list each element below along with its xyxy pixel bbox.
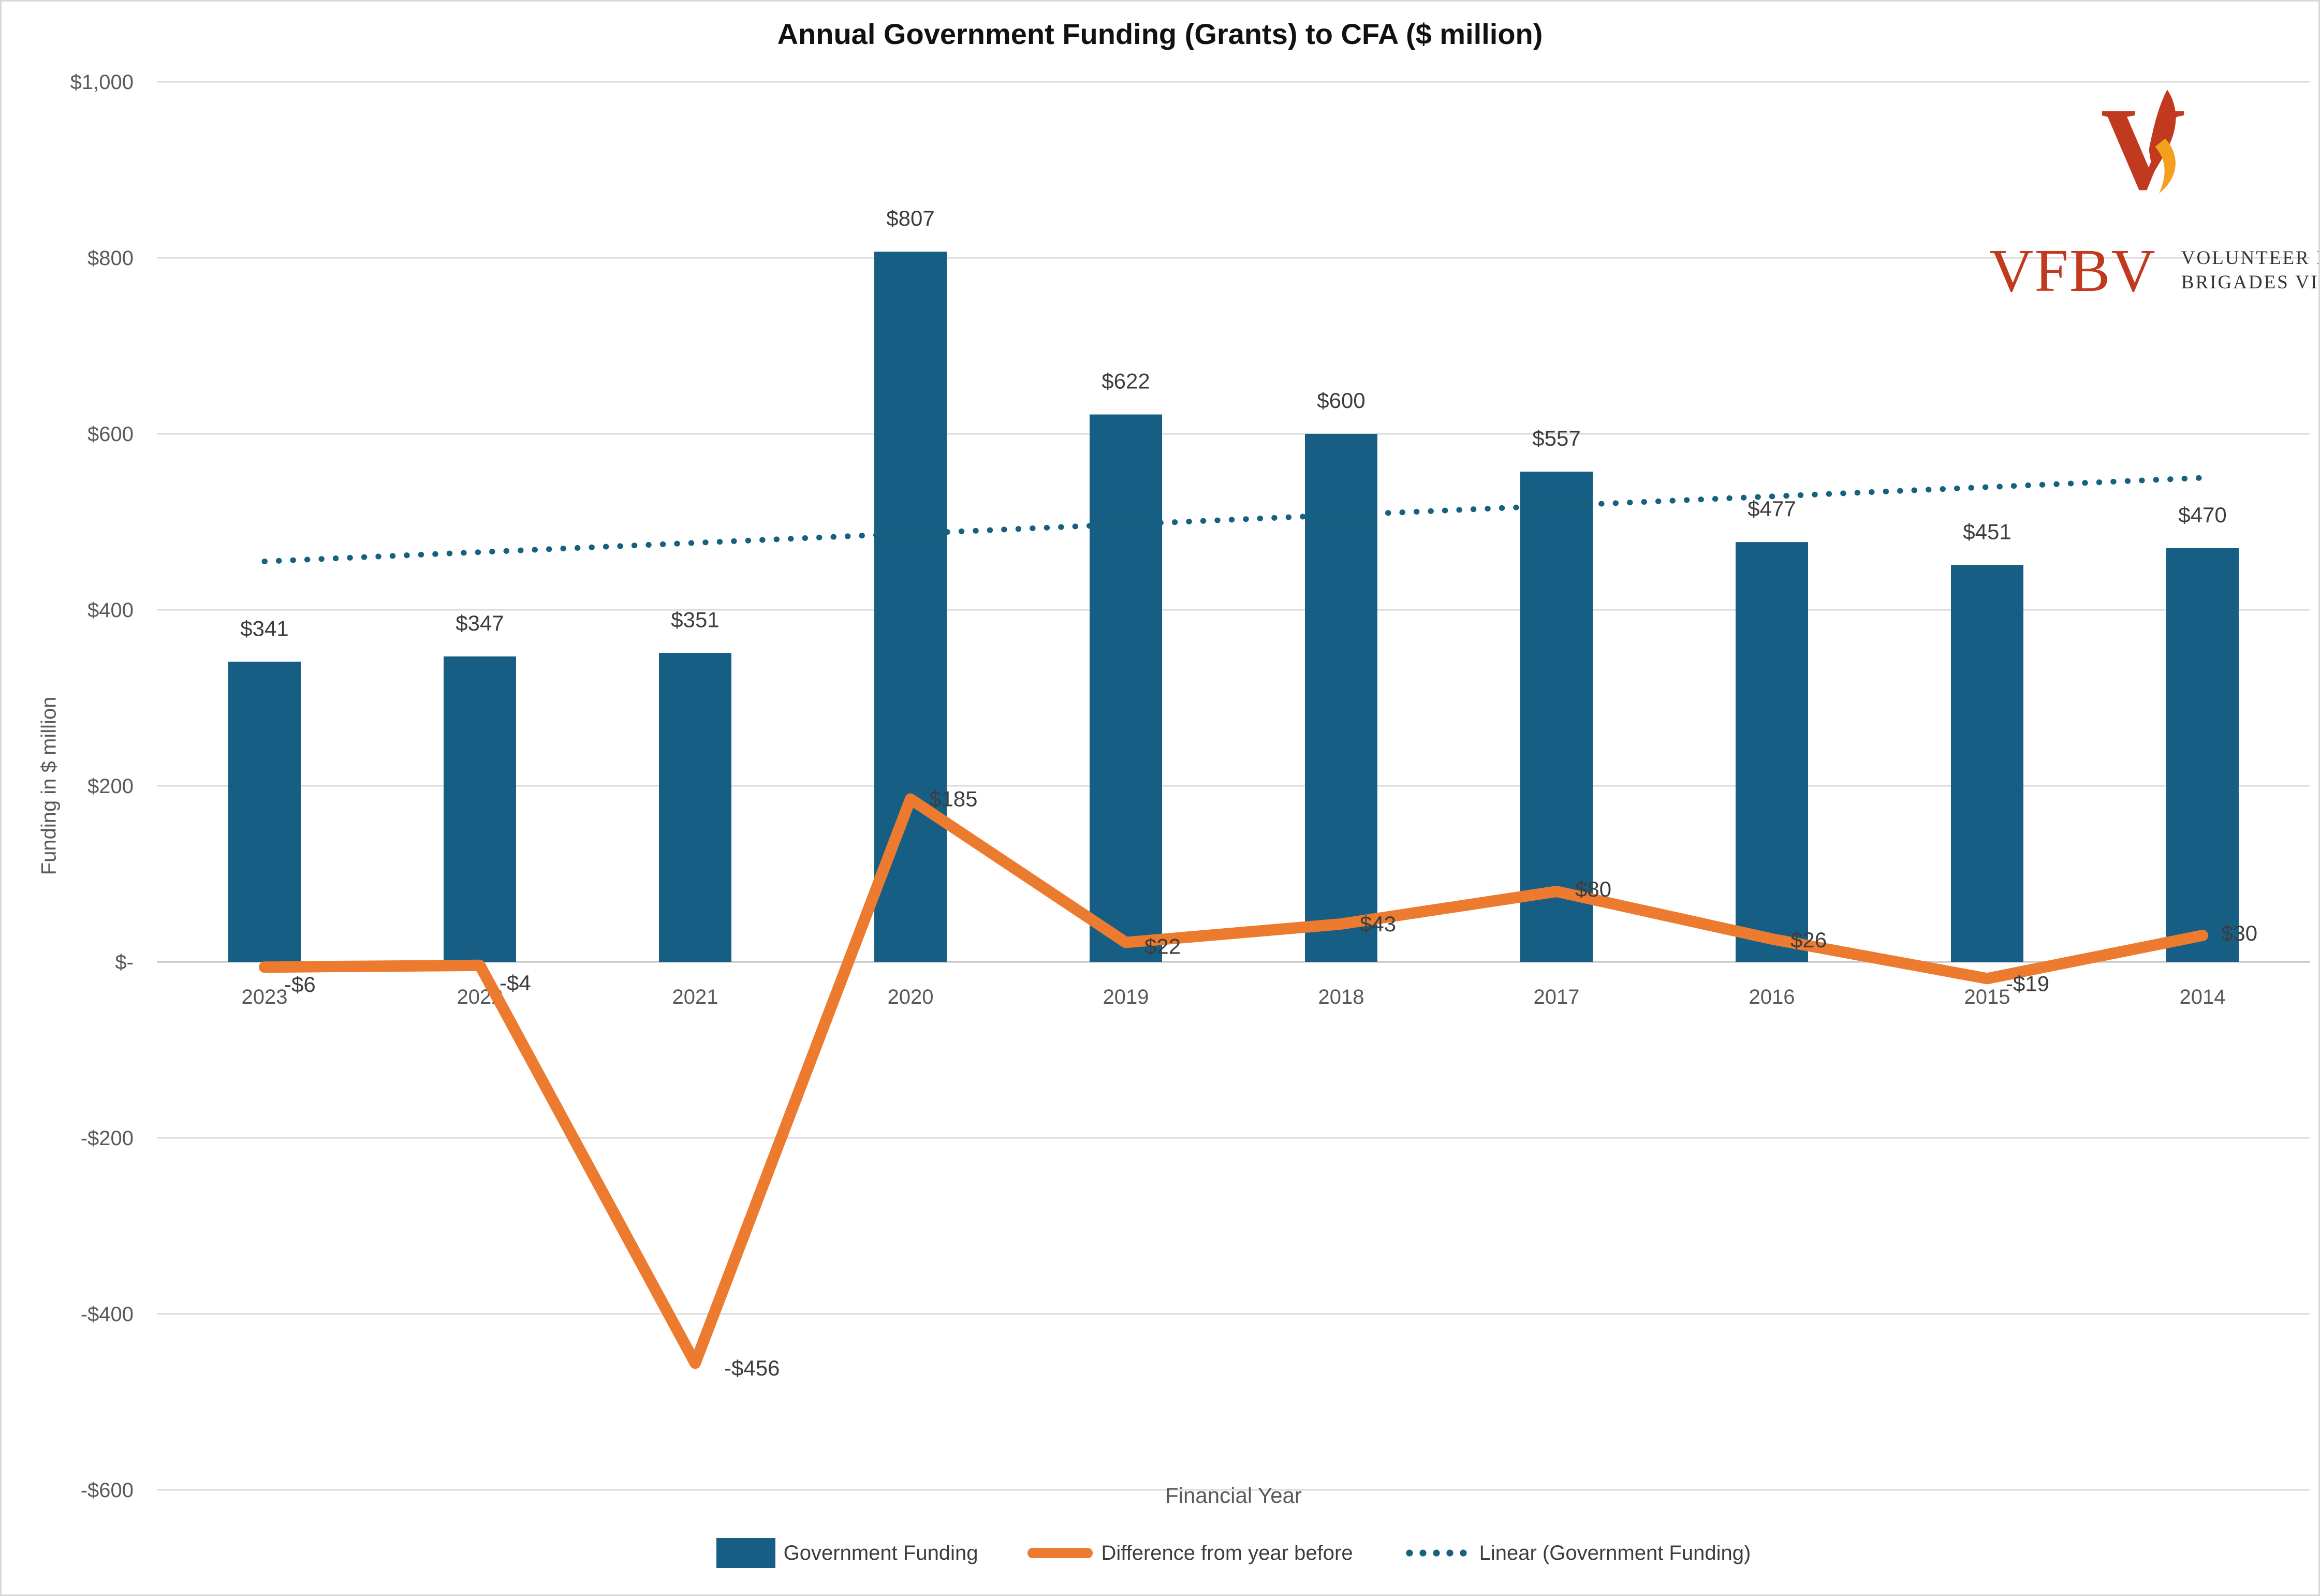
trendline-linear-government-funding	[261, 475, 2206, 564]
x-category-label: 2017	[1534, 986, 1580, 1008]
x-category-label: 2019	[1103, 986, 1149, 1008]
difference-value-label: $26	[1790, 928, 1827, 952]
bar-2020	[874, 252, 947, 962]
difference-value-label: $80	[1575, 877, 1611, 901]
x-category-label: 2014	[2180, 986, 2226, 1008]
bar-2021	[659, 653, 731, 962]
bar-value-label: $622	[1102, 369, 1150, 393]
difference-line	[259, 793, 2208, 1369]
x-category-label: 2023	[242, 986, 288, 1008]
bar-value-label: $451	[1963, 519, 2011, 544]
legend-line-swatch-icon	[1027, 1548, 1093, 1558]
bar-2019	[1090, 414, 1162, 962]
y-tick-label: $600	[87, 423, 134, 446]
bar-value-label: $807	[886, 206, 934, 230]
difference-value-label: $30	[2221, 921, 2257, 945]
legend-label-difference: Difference from year before	[1101, 1541, 1353, 1564]
bar-2015	[1951, 565, 2023, 962]
y-tick-label: $1,000	[70, 71, 134, 94]
vfbv-logo: V VFBV VOLUNTEER FIRE BRIGADES VICTORIA	[1989, 84, 2318, 304]
x-category-label: 2021	[672, 986, 718, 1008]
bar-2022	[444, 656, 516, 962]
difference-value-label: $43	[1360, 912, 1396, 936]
legend-item-difference: Difference from year before	[1027, 1542, 1353, 1565]
y-tick-label: $200	[87, 775, 134, 798]
x-category-label: 2020	[888, 986, 934, 1008]
logo-acronym: VFBV	[1989, 236, 2156, 304]
legend-bar-swatch-icon	[716, 1538, 775, 1568]
logo-name: VOLUNTEER FIRE BRIGADES VICTORIA	[2181, 246, 2319, 295]
legend-item-government-funding: Government Funding	[716, 1538, 978, 1568]
bar-2017	[1520, 472, 1593, 962]
bar-value-label: $347	[456, 611, 504, 635]
legend-item-linear-trend: Linear (Government Funding)	[1402, 1541, 1751, 1565]
bar-2018	[1305, 434, 1377, 962]
x-axis-title: Financial Year	[1165, 1483, 1302, 1507]
difference-value-label: $185	[929, 787, 977, 811]
bar-2023	[228, 662, 301, 962]
bar-2016	[1736, 542, 1808, 962]
difference-value-label: $22	[1144, 934, 1181, 959]
x-category-label: 2016	[1749, 986, 1795, 1008]
y-tick-label: -$200	[81, 1127, 134, 1150]
legend-label-government-funding: Government Funding	[783, 1541, 978, 1564]
legend-dotted-swatch-icon	[1402, 1548, 1471, 1558]
legend-label-linear-trend: Linear (Government Funding)	[1479, 1541, 1751, 1564]
bar-value-label: $600	[1317, 388, 1365, 413]
vfbv-flame-v-icon: V	[2100, 84, 2289, 236]
chart-legend: Government Funding Difference from year …	[157, 1538, 2310, 1568]
y-tick-label: -$600	[81, 1479, 134, 1502]
difference-value-label: -$19	[2006, 971, 2049, 995]
difference-value-label: -$456	[724, 1356, 780, 1380]
bar-2014	[2166, 548, 2239, 962]
x-category-label: 2018	[1318, 986, 1364, 1008]
y-tick-label: $800	[87, 247, 134, 270]
bar-value-label: $470	[2178, 503, 2226, 527]
bar-value-label: $557	[1532, 426, 1580, 450]
y-tick-label: $400	[87, 599, 134, 622]
difference-value-label: -$6	[284, 972, 316, 997]
y-tick-label: $-	[115, 951, 134, 974]
logo-name-line1: VOLUNTEER FIRE	[2181, 247, 2318, 269]
x-category-label: 2015	[1964, 986, 2010, 1008]
y-axis-title: Funding in $ million	[37, 696, 61, 875]
difference-value-label: -$4	[500, 971, 531, 995]
y-tick-label: -$400	[81, 1303, 134, 1326]
bar-value-label: $477	[1748, 496, 1796, 521]
chart-title: Annual Government Funding (Grants) to CF…	[777, 18, 1543, 50]
logo-name-line2: BRIGADES VICTORIA	[2181, 271, 2319, 293]
bar-value-label: $351	[671, 607, 719, 632]
bar-value-label: $341	[240, 616, 288, 640]
